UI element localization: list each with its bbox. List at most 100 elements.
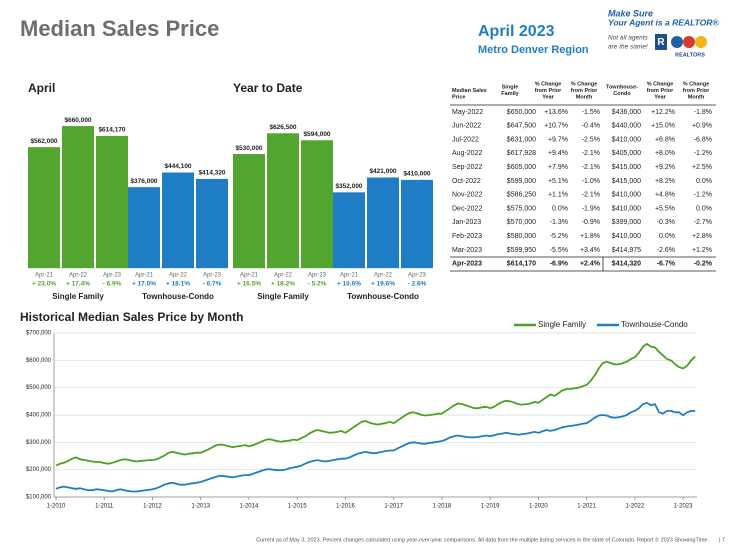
table-cell: +8.0% [655,150,675,157]
category-label: Apr-21 [35,273,54,279]
logo-note: are the same! [608,44,648,51]
table-cell: Nov-2022 [452,192,482,199]
table-cell: -6.8% [694,136,712,143]
table-header: Condo [613,91,631,97]
value-label: $530,000 [235,145,262,152]
table-cell: 0.0% [696,205,712,212]
table-cell: -1.2% [694,150,712,157]
table-cell: -1.3% [550,219,568,226]
table-cell: +2.8% [692,233,712,240]
table-cell: $399,000 [612,219,641,226]
bar [401,179,433,268]
table-header: % Change [683,81,710,87]
logo-line: Make Sure [608,8,653,18]
table-header: % Change [647,81,674,87]
legend-label: Townhouse-Condo [621,320,688,329]
footer-note: Current as of May 3, 2023. Percent chang… [256,536,709,543]
table-header: Year [654,94,666,100]
region: Metro Denver Region [478,44,589,56]
table-cell: +1.1% [548,192,568,199]
logo-circle [671,36,683,48]
category-label: Apr-22 [69,273,88,279]
x-tick-label: 1-2019 [481,504,500,510]
table-cell: +9.2% [655,164,675,171]
table-cell: Jan-2023 [452,219,481,226]
table-header: from Prior [647,88,674,94]
logo-line: Your Agent is a REALTOR® [608,17,719,27]
table-cell: $405,000 [612,150,641,157]
y-tick-label: $600,000 [26,358,52,364]
group-label: Single Family [257,292,309,301]
group-label: Townhouse-Condo [142,292,214,301]
table-cell: 0.0% [552,205,568,212]
table-cell: -5.2% [550,233,568,240]
table-cell: 0.0% [696,178,712,185]
table-cell: $410,000 [612,136,641,143]
table-cell: +5.1% [548,178,568,185]
table-cell: -6.9% [550,261,569,268]
value-label: $352,000 [335,183,362,190]
y-tick-label: $500,000 [26,385,52,391]
table-cell: Sep-2022 [452,164,482,171]
table-cell: $414,975 [612,247,641,254]
logo-circle [695,36,707,48]
value-label: $594,000 [303,131,330,138]
x-tick-label: 1-2022 [626,504,645,510]
value-label: $376,000 [130,178,157,185]
table-cell: -0.2% [694,261,713,268]
table-cell: $647,500 [507,123,536,130]
bar [28,147,60,268]
bar [96,135,128,268]
bar [333,192,365,268]
change-label: + 23.0% [32,281,56,288]
category-label: Apr-23 [408,273,427,279]
x-tick-label: 1-2021 [577,504,596,510]
change-label: - 6.7% [203,281,222,288]
table-cell: -0.3% [657,219,675,226]
table-cell: Aug-2022 [452,150,482,157]
value-label: $562,000 [30,138,57,145]
table-cell: $436,000 [612,109,641,116]
table-cell: Jun-2022 [452,123,481,130]
category-label: Apr-23 [103,273,122,279]
table-cell: -2.6% [657,247,675,254]
x-tick-label: 1-2015 [288,504,307,510]
table-cell: +10.7% [544,123,568,130]
y-tick-label: $700,000 [26,331,52,337]
category-label: Apr-23 [308,273,327,279]
table-cell: +7.9% [548,164,568,171]
series-line [55,402,696,493]
table-cell: +0.9% [692,123,712,130]
table-cell: $586,250 [507,192,536,199]
table-cell: -1.9% [582,205,600,212]
table-cell: Oct-2022 [452,178,481,185]
y-tick-label: $300,000 [26,440,52,446]
table-cell: $580,000 [507,233,536,240]
logo-note: Not all agents [608,35,648,42]
table-cell: $599,950 [507,247,536,254]
series-line [55,343,696,467]
bar [367,177,399,268]
table-cell: $414,320 [612,261,641,268]
value-label: $660,000 [64,117,91,124]
table-cell: -1.5% [582,109,600,116]
chart-title: Year to Date [233,81,303,95]
table-cell: +9.4% [548,150,568,157]
table-cell: -0.9% [582,219,600,226]
category-label: Apr-22 [169,273,188,279]
bar [233,154,265,268]
table-header: Month [576,94,593,100]
table-cell: $614,170 [507,261,536,268]
change-label: + 19.6% [371,281,395,288]
change-label: - 6.9% [103,281,122,288]
table-cell: +8.2% [655,178,675,185]
table-cell: -1.2% [694,192,712,199]
table-cell: +12.2% [651,109,675,116]
change-label: + 17.4% [66,281,90,288]
table-cell: Jul-2022 [452,136,479,143]
x-tick-label: 1-2023 [674,504,693,510]
realtor-mark [655,34,667,50]
table-cell: +13.6% [544,109,568,116]
report-date: April 2023 [478,23,555,40]
table-header: Year [542,94,554,100]
